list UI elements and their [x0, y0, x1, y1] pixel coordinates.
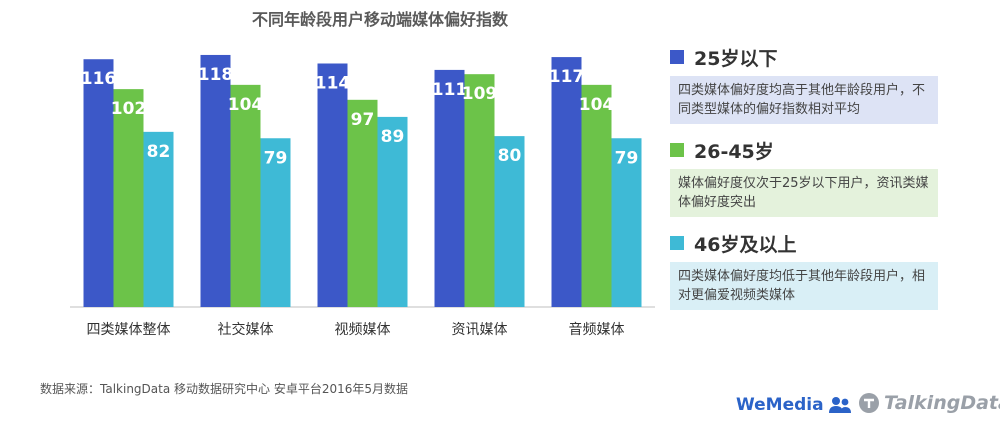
- source-note: 数据来源：TalkingData 移动数据研究中心 安卓平台2016年5月数据: [40, 382, 408, 396]
- wemedia-logo-text: WeMedia: [736, 395, 824, 415]
- bar: [230, 84, 261, 307]
- bar: [83, 59, 114, 307]
- data-label: 116: [81, 69, 117, 89]
- data-label: 104: [579, 95, 615, 115]
- data-label: 102: [111, 99, 147, 119]
- data-label: 111: [432, 80, 468, 100]
- legend-swatch: [670, 50, 684, 64]
- bar: [581, 84, 612, 307]
- talkingdata-logo: TalkingData: [858, 392, 1000, 414]
- data-label: 109: [462, 84, 498, 104]
- bar: [377, 116, 408, 308]
- legend-item: 46岁及以上四类媒体偏好度均低于其他年龄段用户，相对更偏爱视频类媒体: [670, 230, 938, 310]
- legend-item: 26-45岁媒体偏好度仅次于25岁以下用户，资讯类媒体偏好度突出: [670, 137, 938, 217]
- td-logo-icon: [859, 393, 879, 413]
- bar: [143, 131, 174, 307]
- legend-note: 媒体偏好度仅次于25岁以下用户，资讯类媒体偏好度突出: [670, 169, 938, 217]
- legend-header: 25岁以下: [670, 44, 938, 70]
- wemedia-logo: WeMedia: [736, 395, 852, 415]
- bar: [464, 74, 495, 308]
- bar: [113, 89, 144, 308]
- data-label: 79: [264, 148, 288, 168]
- x-tick-label: 音频媒体: [569, 321, 625, 338]
- bar: [200, 54, 231, 308]
- data-label: 118: [198, 65, 234, 85]
- data-label: 97: [351, 110, 375, 130]
- data-label: 104: [228, 95, 264, 115]
- legend-note: 四类媒体偏好度均高于其他年龄段用户，不同类型媒体的偏好指数相对平均: [670, 76, 938, 124]
- x-tick-label: 社交媒体: [218, 321, 274, 338]
- bar: [317, 63, 348, 307]
- data-label: 114: [315, 73, 351, 93]
- legend-header: 46岁及以上: [670, 230, 938, 256]
- data-label: 89: [381, 127, 405, 147]
- data-label: 82: [147, 142, 171, 162]
- legend-header: 26-45岁: [670, 137, 938, 163]
- bar: [434, 69, 465, 308]
- bar: [260, 138, 291, 307]
- legend-item: 25岁以下四类媒体偏好度均高于其他年龄段用户，不同类型媒体的偏好指数相对平均: [670, 44, 938, 124]
- data-label: 80: [498, 146, 522, 166]
- chart-title: 不同年龄段用户移动端媒体偏好指数: [251, 10, 508, 29]
- legend-series-name: 26-45岁: [694, 140, 774, 163]
- legend-note: 四类媒体偏好度均低于其他年龄段用户，相对更偏爱视频类媒体: [670, 262, 938, 310]
- data-label: 117: [549, 67, 585, 87]
- x-tick-label: 资讯媒体: [452, 322, 508, 338]
- x-tick-label: 四类媒体整体: [87, 322, 171, 338]
- data-label: 79: [615, 148, 639, 168]
- legend-series-name: 46岁及以上: [694, 233, 797, 256]
- legend-swatch: [670, 236, 684, 250]
- talkingdata-logo-text: TalkingData: [884, 392, 1000, 414]
- x-tick-label: 视频媒体: [335, 322, 391, 338]
- bar: [611, 138, 642, 307]
- bar: [347, 99, 378, 307]
- bar: [551, 57, 582, 308]
- legend-swatch: [670, 143, 684, 157]
- people-icon: [828, 397, 851, 413]
- bar: [494, 136, 525, 307]
- legend-series-name: 25岁以下: [694, 47, 778, 70]
